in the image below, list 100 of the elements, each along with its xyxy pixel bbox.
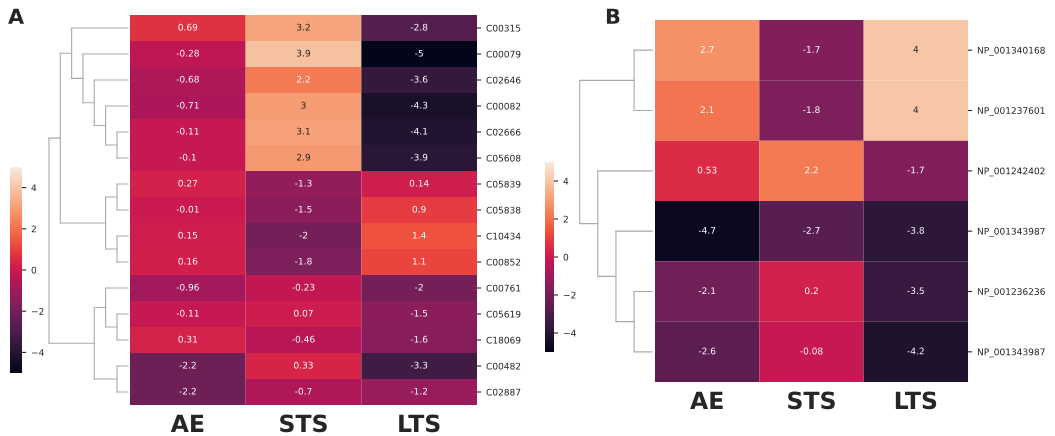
data-label: -2.2 (179, 387, 196, 395)
color-bar-label: 4 (563, 177, 569, 185)
y-tick-label: C00482 (486, 362, 521, 370)
data-label: -0.68 (176, 75, 199, 83)
data-label: -2.2 (179, 361, 196, 369)
data-label: -0.28 (176, 49, 199, 57)
data-label: -3.3 (410, 361, 428, 369)
y-tick-label: C05838 (486, 206, 521, 214)
data-label: -0.1 (179, 153, 196, 161)
data-label: -1.2 (410, 387, 428, 395)
data-label: -0.96 (176, 283, 199, 291)
data-label: -1.6 (410, 335, 428, 343)
data-label: -2 (415, 283, 423, 291)
data-label: -5 (415, 49, 423, 57)
data-label: 4 (913, 46, 919, 53)
data-label: -4.3 (410, 101, 428, 109)
data-label: -3.9 (410, 153, 428, 161)
y-tick-label: NP_001343987 (977, 227, 1045, 237)
y-tick-label: C00082 (486, 102, 521, 110)
data-label: -3.5 (907, 287, 924, 295)
data-label: -2.1 (698, 287, 716, 294)
y-tick-label: C02666 (486, 128, 521, 136)
y-tick-label: C05608 (486, 154, 521, 162)
data-label: 0.15 (178, 231, 198, 239)
data-label: -1.7 (803, 46, 820, 53)
color-bar-label: 2 (31, 225, 36, 233)
data-label: -0.11 (176, 309, 199, 317)
data-label: 1.4 (412, 231, 426, 239)
color-bar-label: 0 (31, 266, 37, 274)
data-label: 2.2 (804, 166, 818, 174)
y-tick-label: NP_001340168 (977, 46, 1045, 56)
x-tick-label: STS (788, 391, 835, 410)
y-tick-label: C18069 (486, 336, 521, 344)
data-label: -2.6 (698, 347, 716, 355)
x-tick-label: LTS (399, 414, 440, 433)
data-label: 0.14 (409, 179, 429, 187)
data-label: 3.2 (297, 23, 310, 31)
data-label: -3.6 (410, 75, 428, 83)
y-tick-label: C00852 (486, 258, 521, 266)
data-label: 3.1 (297, 127, 310, 135)
y-tick-label: NP_001343987 (977, 348, 1045, 358)
data-label: -2.8 (410, 23, 428, 31)
x-tick-label: STS (280, 414, 327, 433)
data-label: -0.23 (292, 283, 315, 291)
y-tick-label: C10434 (486, 232, 521, 240)
data-label: -0.46 (292, 335, 315, 343)
data-label: -0.71 (176, 101, 199, 109)
x-tick-label: AE (690, 391, 723, 409)
y-tick-label: NP_001237601 (977, 107, 1045, 116)
data-label: 3 (301, 101, 306, 109)
data-label: -1.5 (295, 205, 312, 213)
data-label: -4.1 (410, 127, 428, 135)
data-label: 2.1 (700, 106, 714, 113)
data-label: -0.7 (295, 387, 312, 395)
color-bar-label: −2 (563, 291, 576, 299)
data-label: -1.8 (295, 257, 312, 265)
data-label: 0.27 (178, 179, 198, 187)
data-label: 2.2 (296, 75, 310, 83)
x-tick-label: LTS (895, 391, 937, 410)
chart-title: A (8, 8, 25, 24)
data-label: 1.1 (412, 257, 426, 265)
data-label: -1.7 (907, 166, 924, 174)
data-label: 0.31 (178, 335, 198, 343)
y-tick-label: C00079 (486, 50, 521, 58)
y-tick-label: C05839 (486, 180, 521, 188)
y-tick-label: C05619 (486, 310, 521, 318)
data-label: -1.3 (295, 179, 312, 187)
data-label: -0.08 (800, 347, 823, 355)
y-tick-label: NP_001236236 (977, 288, 1045, 297)
color-bar-label: −4 (563, 329, 576, 337)
data-label: 4 (913, 106, 919, 113)
data-label: -4.7 (698, 227, 716, 234)
chart-title: B (606, 8, 620, 24)
color-bar-label: 4 (31, 184, 37, 192)
data-label: 3.9 (297, 49, 311, 57)
data-label: 2.9 (296, 153, 311, 161)
y-tick-label: C00761 (486, 284, 521, 292)
data-label: 0.2 (804, 287, 818, 295)
data-label: -4.2 (907, 347, 924, 355)
color-bar-label: 2 (563, 215, 568, 223)
data-label: -2 (299, 231, 308, 239)
color-bar-label: −2 (31, 307, 44, 315)
data-label: 0.9 (412, 205, 426, 213)
y-tick-label: NP_001242402 (977, 167, 1045, 177)
data-label: -1.5 (410, 309, 428, 317)
color-bar-label: 0 (563, 253, 569, 261)
data-label: 2.7 (700, 45, 714, 53)
data-label: 0.16 (178, 257, 198, 265)
data-label: 0.69 (178, 23, 198, 31)
data-label: -3.8 (907, 226, 925, 234)
y-tick-label: C02887 (486, 388, 521, 396)
data-label: -1.8 (803, 106, 820, 114)
y-tick-label: C00315 (486, 24, 521, 32)
data-label: 0.33 (294, 361, 313, 369)
data-label: 0.53 (697, 166, 717, 174)
y-tick-label: C02646 (486, 76, 521, 84)
data-label: -0.11 (176, 127, 199, 135)
data-label: 0.07 (294, 309, 313, 317)
color-bar-label: −4 (31, 349, 44, 356)
data-label: -2.7 (803, 226, 820, 234)
